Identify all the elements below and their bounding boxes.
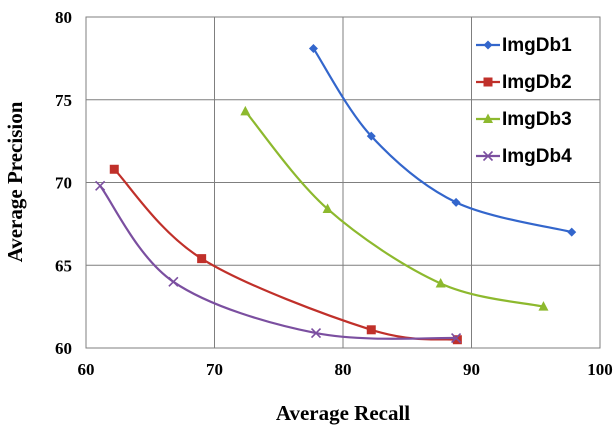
marker-stroke: [451, 333, 462, 344]
series-line-imgdb3: [244, 110, 544, 308]
data-point-imgdb2: [197, 254, 207, 264]
data-point-imgdb4: [168, 276, 179, 287]
legend-item-imgdb2: ImgDb2: [476, 72, 572, 93]
marker-stroke: [95, 180, 106, 191]
x-tick-label: 90: [463, 360, 480, 379]
y-tick-label: 65: [55, 256, 72, 275]
data-point-imgdb4: [310, 328, 322, 339]
data-point-imgdb3: [435, 277, 446, 288]
legend-marker-imgdb2: [483, 77, 493, 87]
x-tick-label: 70: [206, 360, 223, 379]
data-point-imgdb4: [451, 333, 462, 344]
data-point-imgdb3: [240, 105, 251, 116]
legend-item-imgdb4: ImgDb4: [476, 146, 572, 167]
legend-marker-imgdb3: [483, 113, 493, 123]
series-line-imgdb1: [312, 47, 573, 234]
y-tick-label: 70: [55, 174, 72, 193]
series-imgdb3: [240, 105, 549, 311]
y-tick-label: 80: [55, 8, 72, 27]
data-point-imgdb1: [308, 43, 318, 53]
legend-item-imgdb3: ImgDb3: [476, 109, 572, 130]
data-point-imgdb2: [366, 325, 376, 335]
legend-marker-imgdb1: [483, 40, 493, 50]
legend-marker-imgdb4: [482, 150, 494, 162]
marker-stroke: [168, 276, 179, 287]
legend-label-imgdb2: ImgDb2: [502, 72, 572, 93]
x-axis-title: Average Recall: [276, 401, 410, 425]
series-imgdb1: [308, 43, 577, 237]
y-tick-label: 75: [55, 91, 72, 110]
marker-stroke: [310, 328, 322, 339]
data-point-imgdb1: [567, 227, 577, 237]
x-tick-label: 60: [78, 360, 95, 379]
data-point-imgdb4: [95, 180, 106, 191]
legend-label-imgdb3: ImgDb3: [502, 109, 572, 130]
legend-label-imgdb4: ImgDb4: [502, 146, 572, 167]
data-point-imgdb2: [109, 164, 119, 174]
data-point-imgdb1: [366, 131, 376, 141]
data-point-imgdb3: [322, 203, 333, 213]
series-layer: [95, 43, 577, 345]
x-tick-label: 100: [587, 360, 613, 379]
series-imgdb4: [95, 180, 462, 344]
series-line-imgdb4: [99, 185, 457, 340]
x-tick-label: 80: [335, 360, 352, 379]
data-point-imgdb1: [451, 197, 461, 207]
legend-label-imgdb1: ImgDb1: [502, 35, 572, 56]
y-axis-title: Average Precision: [3, 101, 27, 262]
legend: ImgDb1 ImgDb2 ImgDb3 ImgDb4: [476, 35, 572, 167]
axis-layer: 60 70 80 90 100 60 65 70 75 80: [55, 8, 613, 379]
legend-item-imgdb1: ImgDb1: [476, 35, 572, 56]
y-tick-label: 60: [55, 339, 72, 358]
data-point-imgdb3: [538, 301, 549, 311]
marker-stroke: [482, 150, 494, 162]
plot-border: [85, 16, 601, 349]
